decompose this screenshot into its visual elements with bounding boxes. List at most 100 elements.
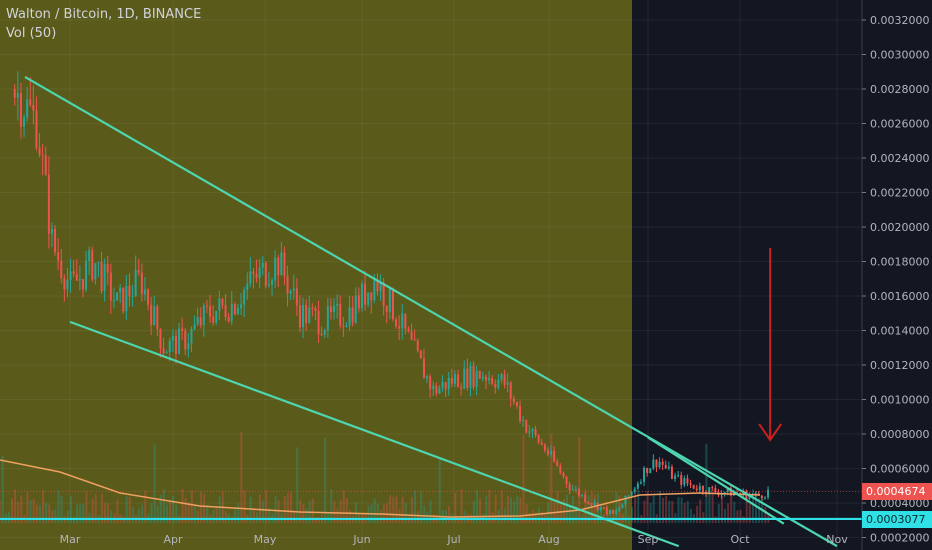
candle-body (134, 269, 137, 297)
volume-bar (565, 494, 568, 523)
candle-body (305, 304, 308, 324)
candle-body (367, 292, 370, 305)
volume-bar (345, 497, 348, 523)
volume-bar (479, 498, 482, 523)
candle-body (385, 305, 388, 312)
candle-body (683, 478, 686, 485)
x-tick-label: Oct (730, 533, 750, 546)
volume-bar (336, 508, 339, 523)
candle-body (435, 385, 438, 394)
candle-body (13, 89, 16, 98)
volume-bar (255, 512, 258, 523)
candle-body (618, 508, 621, 511)
volume-bar (339, 499, 342, 523)
candle-body (488, 378, 491, 381)
volume-bar (702, 512, 705, 523)
candle-body (81, 278, 84, 290)
candle-body (565, 476, 568, 485)
candle-body (537, 435, 540, 443)
volume-bar (144, 491, 147, 523)
volume-bar (7, 511, 10, 523)
candle-body (714, 488, 717, 493)
candle-body (615, 510, 618, 514)
volume-bar (494, 494, 497, 523)
candle-body (317, 310, 320, 335)
candle-body (689, 483, 692, 485)
volume-bar (720, 495, 723, 523)
volume-bar (519, 497, 522, 523)
y-tick-label: 0.0012000 (870, 359, 930, 372)
y-tick-label: 0.0022000 (870, 187, 930, 200)
candle-body (556, 461, 559, 467)
candle-body (581, 494, 584, 496)
candle-body (277, 257, 280, 276)
candle-body (528, 431, 531, 433)
volume-bar (212, 509, 215, 523)
candle-body (463, 368, 466, 389)
volume-bar (559, 503, 562, 523)
volume-bar (76, 504, 79, 523)
candle-body (351, 307, 354, 323)
volume-bar (1, 455, 4, 523)
y-tick-label: 0.0018000 (870, 256, 930, 269)
volume-bar (190, 490, 193, 523)
candle-body (329, 306, 332, 313)
candle-body (258, 267, 261, 278)
candle-body (491, 378, 494, 384)
volume-bar (671, 501, 674, 523)
candle-body (54, 229, 57, 253)
candle-body (624, 495, 627, 505)
candle-body (404, 313, 407, 329)
x-tick-label: Jun (352, 533, 370, 546)
volume-bar (386, 503, 389, 523)
candle-body (212, 316, 215, 323)
candle-body (602, 507, 605, 509)
volume-bar (172, 495, 175, 523)
candle-body (252, 271, 255, 274)
candle-body (116, 292, 119, 301)
volume-bar (240, 432, 243, 523)
volume-bar (516, 495, 519, 523)
candle-body (345, 325, 348, 327)
candle-body (410, 331, 413, 340)
y-tick-label: 0.0026000 (870, 118, 930, 131)
candle-body (140, 272, 143, 295)
candle-body (419, 350, 422, 359)
candle-body (484, 376, 487, 381)
candle-body (69, 271, 72, 280)
candle-body (364, 283, 367, 305)
volume-bar (262, 500, 265, 523)
candle-body (571, 489, 574, 491)
candle-body (302, 304, 305, 328)
candle-body (128, 285, 131, 297)
candle-body (379, 282, 382, 292)
candle-body (32, 104, 35, 111)
candle-body (193, 324, 196, 330)
volume-bar (218, 496, 221, 523)
x-tick-label: Jul (446, 533, 460, 546)
candle-body (264, 262, 267, 286)
candle-body (320, 334, 323, 336)
volume-bar (652, 495, 655, 523)
volume-bar (513, 501, 516, 523)
candle-body (246, 283, 249, 290)
volume-bar (79, 504, 82, 523)
volume-bar (252, 509, 255, 523)
candle-body (174, 335, 177, 354)
candle-body (574, 489, 577, 491)
volume-bar (423, 505, 426, 523)
candle-body (47, 174, 50, 234)
candle-body (475, 371, 478, 388)
candle-body (519, 405, 522, 422)
candle-body (295, 288, 298, 306)
candle-body (159, 328, 162, 349)
volume-bar (60, 496, 63, 523)
volume-bar (69, 496, 72, 523)
candle-body (29, 99, 32, 105)
volume-bar (401, 496, 404, 523)
volume-bar (91, 498, 94, 523)
candle-body (450, 378, 453, 384)
candle-body (636, 483, 639, 489)
support-price-tag: 0.0003077 (862, 510, 932, 528)
